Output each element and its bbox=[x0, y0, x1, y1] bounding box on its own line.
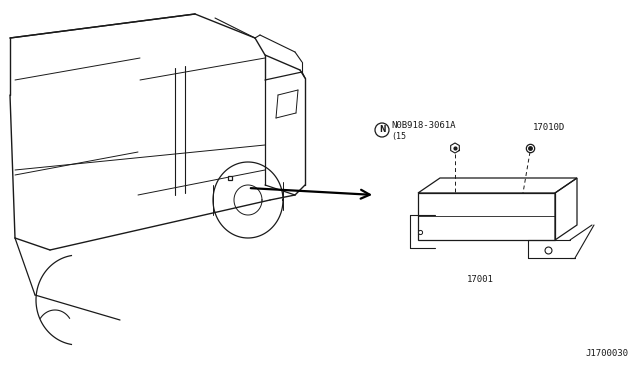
Text: N0B918-3061A: N0B918-3061A bbox=[391, 121, 456, 129]
Text: N: N bbox=[379, 125, 385, 135]
Text: J1700030: J1700030 bbox=[585, 349, 628, 358]
Text: 17001: 17001 bbox=[467, 275, 493, 284]
Text: 17010D: 17010D bbox=[533, 122, 565, 131]
Text: (15: (15 bbox=[391, 131, 406, 141]
